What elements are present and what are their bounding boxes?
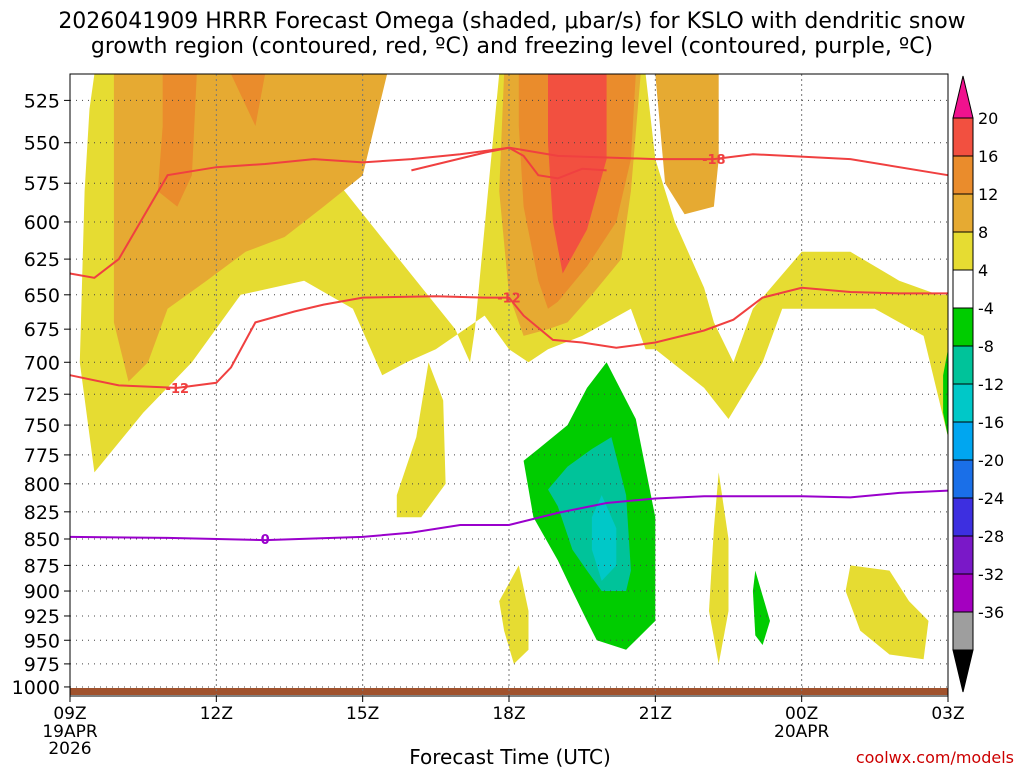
colorbar-swatch: [952, 611, 974, 651]
colorbar-swatch: [952, 155, 974, 195]
credit-link[interactable]: coolwx.com/models: [856, 748, 1014, 767]
y-tick-label: 575: [24, 173, 60, 195]
colorbar-label: -12: [978, 375, 1004, 394]
y-tick-label: 525: [24, 90, 60, 112]
colorbar-label: 12: [978, 185, 998, 204]
y-tick-label: 950: [24, 630, 60, 652]
y-tick-label: 725: [24, 384, 60, 406]
x-tick-label: 09Z: [53, 704, 86, 724]
y-tick-label: 650: [24, 285, 60, 307]
colorbar-label: -36: [978, 603, 1004, 622]
colorbar-swatch: [952, 459, 974, 499]
x-axis-title: Forecast Time (UTC): [409, 745, 611, 768]
colorbar-swatch: [952, 497, 974, 537]
omega-region--4: [752, 570, 770, 645]
grid-lines: [70, 74, 948, 696]
colorbar-label: -8: [978, 337, 994, 356]
omega-region-12: [231, 74, 266, 126]
x-tick-label: 00Z: [785, 704, 818, 724]
colorbar-swatch: [952, 307, 974, 347]
contour-line: [69, 286, 948, 389]
colorbar-label: -4: [978, 299, 994, 318]
colorbar-label: 8: [978, 223, 988, 242]
chart-title-line2: growth region (contoured, red, ºC) and f…: [91, 34, 933, 59]
omega-region-4: [709, 472, 729, 664]
y-tick-label: 625: [24, 249, 60, 271]
colorbar-swatch: [952, 345, 974, 385]
omega-region--12: [591, 495, 617, 581]
colorbar-label: 20: [978, 109, 998, 128]
x-tick-year: 2026: [48, 739, 91, 759]
omega-shading: [79, 74, 949, 664]
colorbar-label: 4: [978, 261, 988, 280]
contour-label: -18: [702, 153, 726, 168]
y-tick-label: 975: [24, 654, 60, 676]
colorbar-label: 16: [978, 147, 998, 166]
colorbar-bottom-arrow: [952, 649, 974, 693]
y-tick-label: 1000: [12, 677, 60, 699]
contour-lines: -18-12-120: [69, 146, 949, 548]
colorbar: 20 16 12 8 4 -4 -8 -12 -16 -20 -24 -28 -32 -36: [952, 75, 1004, 693]
colorbar-label: -16: [978, 413, 1004, 432]
chart-title-line1: 2026041909 HRRR Forecast Omega (shaded, …: [58, 9, 965, 34]
omega-region-4: [396, 362, 446, 518]
ground-strip: [70, 688, 948, 695]
y-tick-label: 600: [24, 212, 60, 234]
colorbar-label: -28: [978, 527, 1004, 546]
y-tick-label: 700: [24, 352, 60, 374]
colorbar-top-arrow: [952, 75, 974, 119]
x-tick-label: 18Z: [492, 704, 525, 724]
y-tick-label: 925: [24, 606, 60, 628]
colorbar-swatch: [952, 117, 974, 157]
colorbar-label: -24: [978, 489, 1004, 508]
contour-line: [69, 146, 607, 279]
y-tick-label: 750: [24, 415, 60, 437]
omega-region-8: [655, 74, 719, 215]
colorbar-label: -20: [978, 451, 1004, 470]
colorbar-swatch: [952, 535, 974, 575]
y-tick-label: 800: [24, 474, 60, 496]
x-tick-date: 20APR: [774, 722, 830, 742]
contour-line: [69, 489, 949, 542]
colorbar-swatch: [952, 383, 974, 423]
omega-region-12: [157, 74, 197, 207]
omega-region-4: [845, 565, 929, 660]
colorbar-label: -32: [978, 565, 1004, 584]
contour-label: -12: [166, 382, 190, 397]
colorbar-swatch: [952, 421, 974, 461]
y-tick-label: 675: [24, 319, 60, 341]
x-tick-date: 19APR: [42, 722, 98, 742]
omega-region--4: [943, 349, 948, 438]
y-tick-label: 825: [24, 502, 60, 524]
x-tick-label: 03Z: [931, 704, 964, 724]
colorbar-swatch: [952, 193, 974, 233]
x-tick-label: 12Z: [200, 704, 233, 724]
omega-region-16: [548, 74, 607, 274]
y-tick-label: 900: [24, 581, 60, 603]
y-tick-label: 850: [24, 529, 60, 551]
y-tick-label: 775: [24, 445, 60, 467]
y-tick-label: 875: [24, 555, 60, 577]
plot-area: -18-12-120: [69, 73, 949, 697]
y-tick-label: 550: [24, 133, 60, 155]
contour-label: 0: [261, 533, 270, 548]
x-tick-label: 15Z: [346, 704, 379, 724]
omega-region-4: [499, 565, 529, 664]
y-axis: 525 550 575 600 625 650 675 700 725 750 775 800 825 8…: [12, 90, 70, 699]
contour-line: [411, 146, 949, 177]
colorbar-swatch: [952, 269, 974, 309]
colorbar-swatch: [952, 573, 974, 613]
colorbar-swatch: [952, 231, 974, 271]
x-tick-label: 21Z: [639, 704, 672, 724]
